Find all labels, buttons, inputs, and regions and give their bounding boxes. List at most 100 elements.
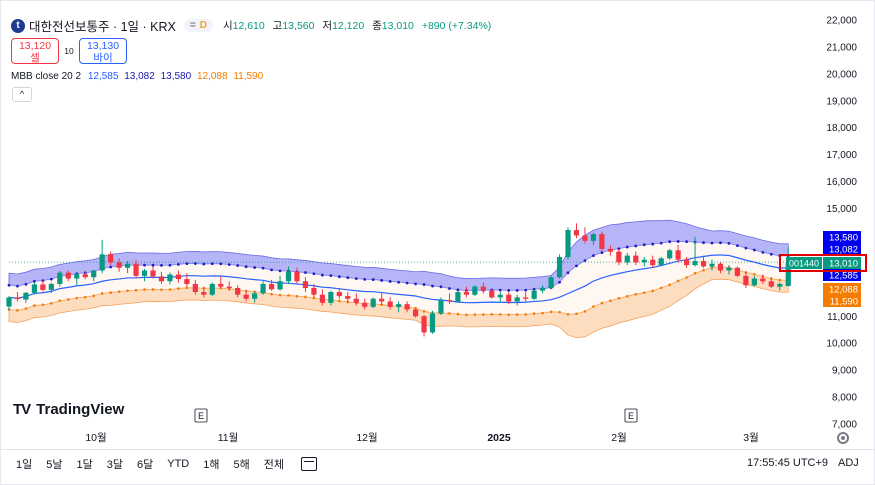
sell-label: 셀 <box>30 52 40 64</box>
candle-body <box>675 250 681 260</box>
candle-body <box>616 251 622 263</box>
range-ytd[interactable]: YTD <box>167 457 190 470</box>
earnings-event-marker <box>194 408 208 423</box>
ohlc-readout: 시12,610 고13,560 저12,120 종13,010 +890 (+7… <box>223 18 496 33</box>
candle-body <box>40 284 46 290</box>
lower-dot-marker <box>304 295 307 299</box>
candle-body <box>489 290 495 298</box>
candle-body <box>336 292 342 297</box>
collapse-legend-button[interactable]: ^ <box>12 87 32 102</box>
last-price-label: 13,010 <box>829 259 858 270</box>
upper-dot-marker <box>185 262 189 265</box>
candle-body <box>777 283 783 287</box>
indicator-legend[interactable]: MBB close 20 2 12,585 13,082 13,580 12,0… <box>11 71 263 82</box>
candle-body <box>133 263 139 276</box>
lower-dot-marker <box>50 302 53 305</box>
lower-dot-marker <box>626 295 629 298</box>
lower-dot-marker <box>609 299 612 303</box>
upper-dot-marker <box>397 280 401 284</box>
lower-dot-marker <box>770 277 773 280</box>
price-badge <box>823 283 861 295</box>
candle-body <box>277 281 283 290</box>
candle-body <box>23 292 29 300</box>
lower-dot-marker <box>92 294 95 298</box>
lower-dot-marker <box>668 283 671 287</box>
upper-dot-marker <box>414 282 417 286</box>
range-6m[interactable]: 6달 <box>137 458 154 471</box>
candle-body <box>116 262 122 268</box>
high-label: 고 <box>272 20 283 32</box>
lower-dot-marker <box>58 299 62 303</box>
lower-dot-marker <box>109 291 112 294</box>
candle-body <box>345 296 351 299</box>
price-badge-label: 13,082 <box>829 245 858 256</box>
lower-dot-marker <box>295 294 299 298</box>
candle-body <box>717 263 724 271</box>
lower-dot-marker <box>448 312 451 315</box>
candle-body <box>607 248 613 252</box>
lower-dot-marker <box>219 286 223 290</box>
upper-dot-marker <box>566 271 570 275</box>
upper-dot-marker <box>244 265 248 269</box>
lower-dot-marker <box>482 313 485 316</box>
candle-body <box>768 281 774 287</box>
lower-dot-marker <box>515 313 519 316</box>
market-status-pill[interactable]: = D <box>183 19 213 32</box>
tradingview-logo[interactable]: TV TradingView <box>13 401 124 418</box>
range-1m[interactable]: 1달 <box>76 458 93 471</box>
calendar-goto-icon[interactable] <box>301 456 317 471</box>
delayed-badge: D <box>199 20 207 31</box>
upper-dot-marker <box>752 248 756 252</box>
buy-button[interactable]: 13,130 바이 <box>79 38 127 64</box>
sell-button[interactable]: 13,120 셀 <box>11 38 59 64</box>
adj-toggle[interactable]: ADJ <box>838 457 859 469</box>
upper-dot-marker <box>515 288 519 292</box>
candle-body <box>709 263 715 267</box>
candle-body <box>379 298 385 302</box>
range-1d[interactable]: 1일 <box>16 458 33 471</box>
candle-body <box>531 290 537 299</box>
earnings-event-label: E <box>628 411 634 421</box>
mid-band-area <box>9 241 789 315</box>
settings-gear-icon[interactable] <box>837 432 849 444</box>
candle-body <box>99 254 105 271</box>
candle-body <box>700 261 707 267</box>
candle-body <box>684 259 690 266</box>
candle-body <box>396 304 402 307</box>
upper-dot-marker <box>270 268 273 272</box>
range-5y[interactable]: 5해 <box>233 458 250 471</box>
lower-dot-marker <box>168 288 172 291</box>
upper-dot-marker <box>600 251 604 255</box>
upper-dot-marker <box>24 282 28 286</box>
candle-body <box>548 277 554 288</box>
upper-dot-marker <box>431 284 434 288</box>
candle-body <box>573 230 580 236</box>
lower-dot-marker <box>126 289 129 293</box>
candle-body <box>455 292 461 302</box>
candle-body <box>108 254 114 263</box>
candle-body <box>523 297 529 299</box>
lower-dot-marker <box>151 288 155 291</box>
lower-dot-marker <box>41 303 45 307</box>
tradingview-mark-icon: TV <box>13 401 31 418</box>
upper-dot-marker <box>312 272 316 276</box>
range-all[interactable]: 전체 <box>263 458 284 471</box>
x-axis-label: 3월 <box>743 432 759 444</box>
upper-dot-marker <box>634 244 638 248</box>
upper-dot-marker <box>676 240 680 243</box>
range-3m[interactable]: 3달 <box>106 458 123 471</box>
candle-body <box>235 287 241 295</box>
price-badge-label: 12,088 <box>829 285 858 296</box>
symbol-title[interactable]: 대한전선보통주 · 1일 · KRX <box>29 20 176 34</box>
candle-body <box>82 274 88 278</box>
range-1y[interactable]: 1해 <box>203 458 220 471</box>
upper-dot-marker <box>371 278 375 281</box>
symbol-tag <box>786 257 822 269</box>
range-5d[interactable]: 5날 <box>46 458 63 471</box>
clock-timezone[interactable]: 17:55:45 UTC+9 <box>747 457 829 469</box>
candle-body <box>209 283 215 295</box>
x-axis-label: 10월 <box>85 432 106 444</box>
equal-icon: = <box>189 20 196 31</box>
